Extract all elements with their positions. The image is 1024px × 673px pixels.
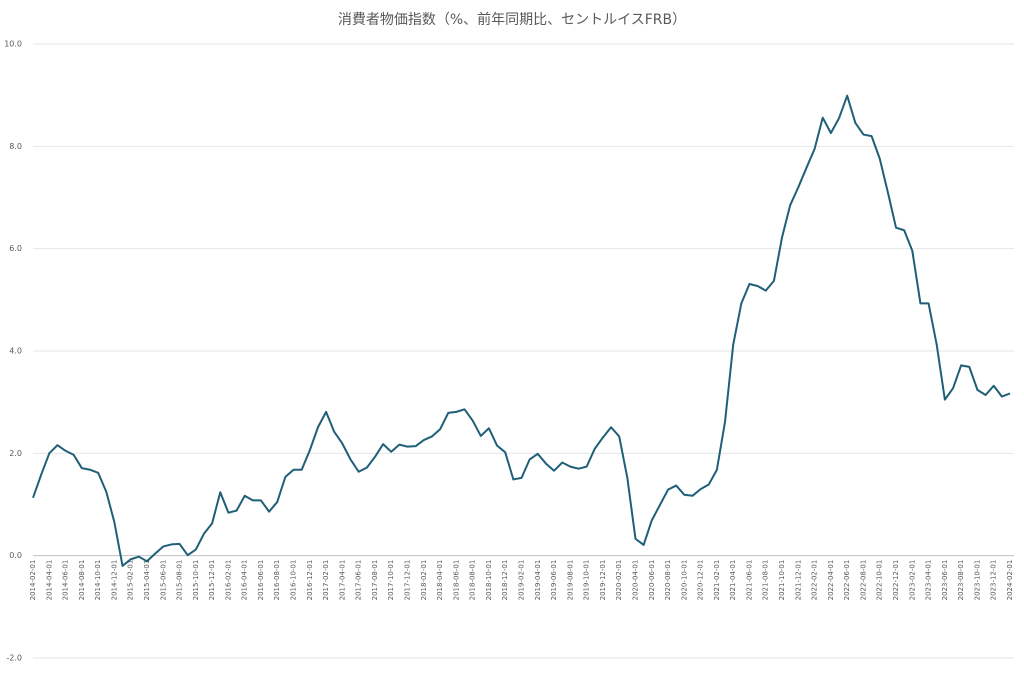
x-tick-label: 2022-10-01	[876, 560, 884, 601]
x-tick-label: 2019-10-01	[583, 560, 591, 601]
x-tick-label: 2018-12-01	[501, 560, 509, 601]
x-tick-label: 2014-10-01	[94, 560, 102, 601]
x-tick-label: 2023-06-01	[941, 560, 949, 601]
x-tick-label: 2022-06-01	[843, 560, 851, 601]
x-tick-label: 2017-02-01	[322, 560, 330, 601]
x-tick-label: 2017-08-01	[371, 560, 379, 601]
x-tick-label: 2021-10-01	[778, 560, 786, 601]
x-tick-label: 2019-08-01	[566, 560, 574, 601]
x-tick-label: 2018-04-01	[436, 560, 444, 601]
x-tick-label: 2020-08-01	[664, 560, 672, 601]
x-tick-label: 2019-12-01	[599, 560, 607, 601]
x-tick-label: 2020-02-01	[615, 560, 623, 601]
x-tick-label: 2015-02-01	[127, 560, 135, 601]
x-tick-label: 2023-12-01	[990, 560, 998, 601]
x-tick-label: 2022-04-01	[827, 560, 835, 601]
x-tick-label: 2016-04-01	[241, 560, 249, 601]
y-tick-label: 8.0	[9, 142, 22, 151]
x-tick-label: 2017-04-01	[338, 560, 346, 601]
x-tick-label: 2017-06-01	[355, 560, 363, 601]
x-tick-label: 2022-08-01	[859, 560, 867, 601]
x-tick-label: 2020-12-01	[697, 560, 705, 601]
x-tick-label: 2019-04-01	[534, 560, 542, 601]
x-tick-label: 2014-02-01	[29, 560, 37, 601]
x-tick-label: 2019-06-01	[550, 560, 558, 601]
y-tick-label: 2.0	[9, 449, 22, 458]
x-tick-label: 2015-08-01	[176, 560, 184, 601]
x-tick-label: 2021-04-01	[729, 560, 737, 601]
x-tick-label: 2014-04-01	[45, 560, 53, 601]
x-tick-label: 2018-08-01	[469, 560, 477, 601]
x-tick-label: 2023-04-01	[925, 560, 933, 601]
x-tick-label: 2018-06-01	[452, 560, 460, 601]
x-tick-label: 2016-12-01	[306, 560, 314, 601]
x-tick-label: 2021-02-01	[713, 560, 721, 601]
y-tick-label: 4.0	[9, 347, 22, 356]
x-tick-label: 2016-02-01	[224, 560, 232, 601]
chart-title: 消費者物価指数（%、前年同期比、セントルイスFRB）	[338, 11, 686, 28]
x-tick-label: 2021-08-01	[762, 560, 770, 601]
x-tick-label: 2015-06-01	[159, 560, 167, 601]
x-tick-label: 2022-12-01	[892, 560, 900, 601]
x-tick-label: 2015-04-01	[143, 560, 151, 601]
x-tick-label: 2021-12-01	[794, 560, 802, 601]
x-tick-label: 2023-10-01	[973, 560, 981, 601]
x-tick-label: 2023-08-01	[957, 560, 965, 601]
x-tick-label: 2016-06-01	[257, 560, 265, 601]
x-tick-label: 2014-08-01	[78, 560, 86, 601]
x-tick-label: 2020-06-01	[648, 560, 656, 601]
x-tick-label: 2021-06-01	[745, 560, 753, 601]
x-tick-label: 2017-10-01	[387, 560, 395, 601]
x-tick-label: 2016-10-01	[290, 560, 298, 601]
x-tick-label: 2020-04-01	[631, 560, 639, 601]
data-line	[32, 94, 1011, 567]
x-tick-label: 2024-02-01	[1006, 560, 1014, 601]
x-tick-label: 2014-12-01	[110, 560, 118, 601]
x-tick-label: 2022-02-01	[811, 560, 819, 601]
x-tick-label: 2018-10-01	[485, 560, 493, 601]
x-tick-label: 2016-08-01	[273, 560, 281, 601]
x-tick-label: 2014-06-01	[62, 560, 70, 601]
y-tick-label: 6.0	[9, 244, 22, 253]
x-tick-label: 2018-02-01	[420, 560, 428, 601]
y-tick-label: -2.0	[6, 654, 22, 663]
x-tick-label: 2017-12-01	[404, 560, 412, 601]
y-tick-label: 0.0	[9, 551, 22, 560]
y-tick-label: 10.0	[4, 40, 22, 49]
x-tick-label: 2015-10-01	[192, 560, 200, 601]
x-tick-label: 2019-02-01	[518, 560, 526, 601]
x-tick-label: 2020-10-01	[680, 560, 688, 601]
x-tick-label: 2015-12-01	[208, 560, 216, 601]
x-tick-label: 2023-02-01	[908, 560, 916, 601]
